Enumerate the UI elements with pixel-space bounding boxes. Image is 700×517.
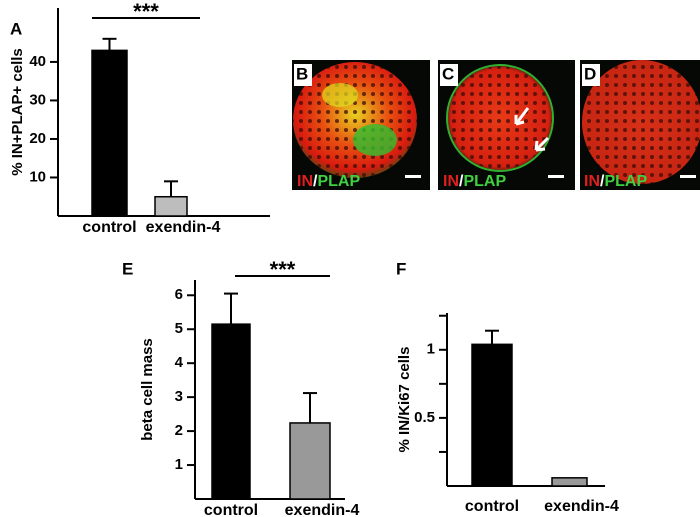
- stain-label-part: PLAP: [317, 173, 360, 190]
- y-axis-label: % IN/Ki67 cells: [396, 347, 413, 453]
- significance-label: ***: [270, 257, 296, 282]
- x-tick-label: exendin-4: [146, 219, 221, 236]
- y-tick-label: 1: [427, 341, 435, 358]
- y-tick-label: 2: [175, 422, 183, 439]
- y-tick-label: 5: [175, 320, 183, 337]
- panel-letter-bg: [294, 64, 312, 86]
- panel-letter-bg: [582, 64, 600, 86]
- stain-label-part: PLAP: [463, 173, 506, 190]
- x-tick-label: control: [204, 502, 258, 517]
- y-tick-label: 10: [29, 168, 46, 185]
- y-axis-label: % IN+PLAP+ cells: [9, 48, 26, 176]
- bar: [289, 422, 331, 500]
- x-tick-label: exendin-4: [544, 498, 619, 515]
- stain-label-part: /: [313, 173, 318, 190]
- x-tick-label: exendin-4: [285, 502, 360, 517]
- y-tick-label: 0.5: [414, 409, 435, 426]
- stain-label: IN/PLAP: [443, 173, 506, 190]
- bar: [551, 477, 588, 487]
- significance-label: ***: [133, 0, 159, 24]
- stain-label-part: /: [600, 173, 605, 190]
- panel-letter: D: [584, 64, 596, 83]
- y-tick-label: 6: [175, 286, 183, 303]
- bar: [91, 49, 128, 217]
- panel-letter: E: [122, 259, 133, 278]
- y-tick-label: 3: [175, 388, 183, 405]
- y-tick-label: 4: [175, 354, 184, 371]
- micrograph-b: [292, 60, 430, 190]
- bar: [154, 195, 188, 217]
- y-axis-label: beta cell mass: [139, 338, 156, 441]
- bar: [211, 323, 251, 500]
- panel-letter-bg: [440, 64, 458, 86]
- stain-label-part: IN: [297, 173, 313, 190]
- stain-label-part: IN: [584, 173, 600, 190]
- panel-letter: C: [442, 64, 454, 83]
- stain-label: IN/PLAP: [297, 173, 360, 190]
- stain-label: IN/PLAP: [584, 173, 647, 190]
- y-tick-label: 30: [29, 91, 46, 108]
- x-tick-label: control: [82, 219, 136, 236]
- stain-label-part: PLAP: [604, 173, 647, 190]
- y-tick-label: 20: [29, 130, 46, 147]
- y-tick-label: 1: [175, 456, 183, 473]
- stain-label-part: /: [459, 173, 464, 190]
- bar: [471, 343, 513, 487]
- panel-letter: B: [296, 64, 308, 83]
- x-tick-label: control: [465, 498, 519, 515]
- stain-label-part: IN: [443, 173, 459, 190]
- micrograph-c: [438, 60, 575, 190]
- panel-letter: F: [396, 259, 406, 278]
- panel-letter: A: [10, 19, 22, 38]
- y-tick-label: 40: [29, 53, 46, 70]
